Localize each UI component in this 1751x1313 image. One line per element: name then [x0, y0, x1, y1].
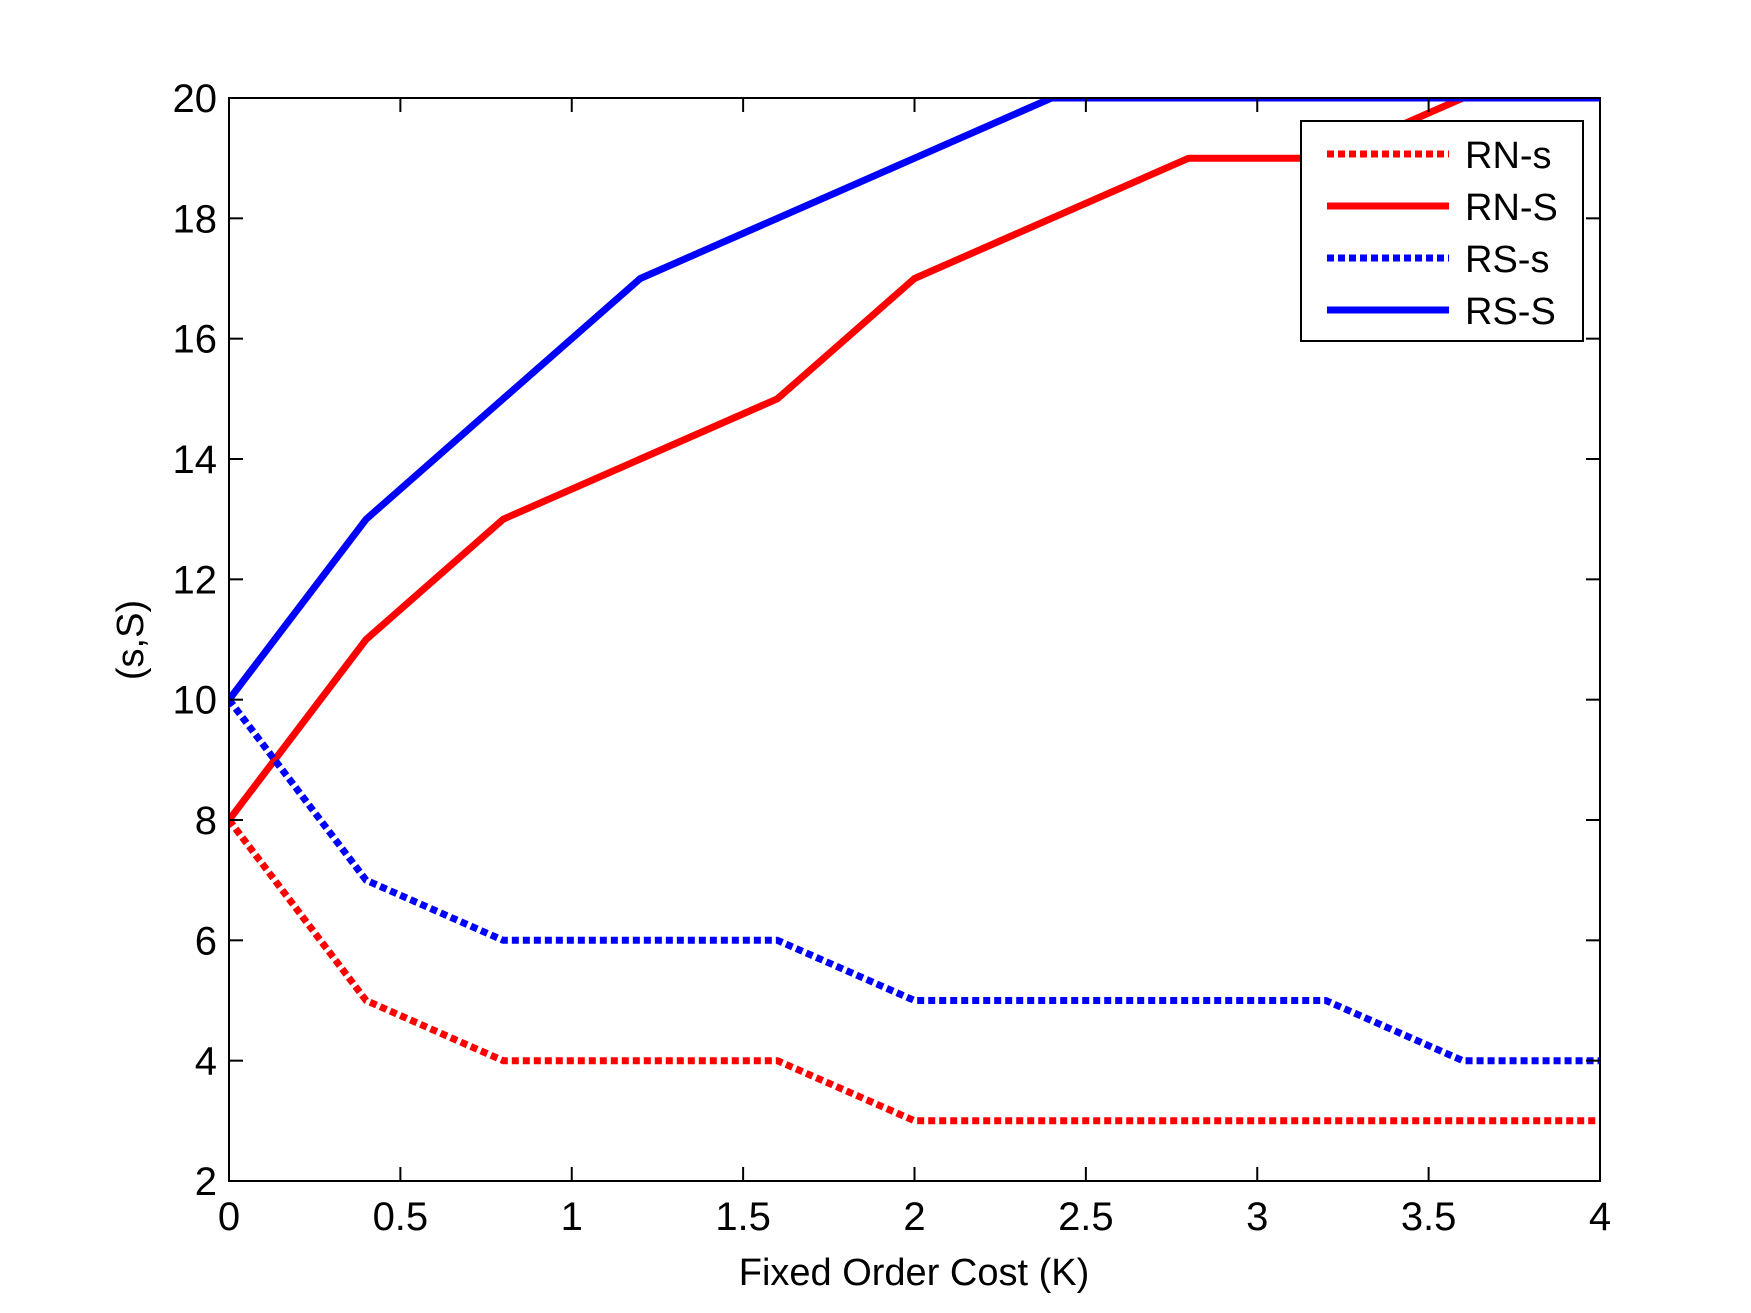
- y-tick-label: 4: [195, 1040, 217, 1084]
- x-tick-label: 0: [218, 1195, 240, 1239]
- x-tick-label: 1.5: [715, 1195, 771, 1239]
- y-tick-label: 14: [173, 438, 218, 482]
- x-tick-label: 0.5: [373, 1195, 429, 1239]
- y-tick-label: 12: [173, 558, 218, 602]
- y-tick-label: 2: [195, 1160, 217, 1204]
- x-axis-label: Fixed Order Cost (K): [739, 1252, 1090, 1294]
- legend-box: [1300, 120, 1584, 342]
- series-line-rs-s: [229, 98, 1600, 702]
- x-tick-label: 2: [903, 1195, 925, 1239]
- legend-label: RS-S: [1465, 291, 1556, 333]
- x-tick-label: 3.5: [1401, 1195, 1457, 1239]
- y-tick-label: 6: [195, 919, 217, 963]
- x-tick-label: 3: [1246, 1195, 1268, 1239]
- x-tick-label: 1: [561, 1195, 583, 1239]
- legend-label: RN-s: [1465, 135, 1552, 177]
- x-tick-label: 4: [1589, 1195, 1611, 1239]
- y-tick-label: 8: [195, 799, 217, 843]
- y-tick-label: 10: [173, 679, 218, 723]
- legend-label: RS-s: [1465, 239, 1549, 281]
- y-tick-label: 20: [173, 77, 218, 121]
- plot-frame: [228, 97, 1601, 1182]
- y-tick-label: 18: [173, 197, 218, 241]
- legend-label: RN-S: [1465, 187, 1558, 229]
- y-tick-label: 16: [173, 318, 218, 362]
- ticks-layer: 0 0.5 1 1.5 2 2.5 3 3.5 4 2 4 6 8 10 12 14 16 18 20: [173, 77, 1612, 1239]
- y-axis-label: (s,S): [110, 600, 152, 680]
- x-tick-label: 2.5: [1058, 1195, 1114, 1239]
- legend: RN-s RN-S RS-s RS-S: [1300, 120, 1584, 342]
- series-line-rn-s: [229, 817, 1600, 1125]
